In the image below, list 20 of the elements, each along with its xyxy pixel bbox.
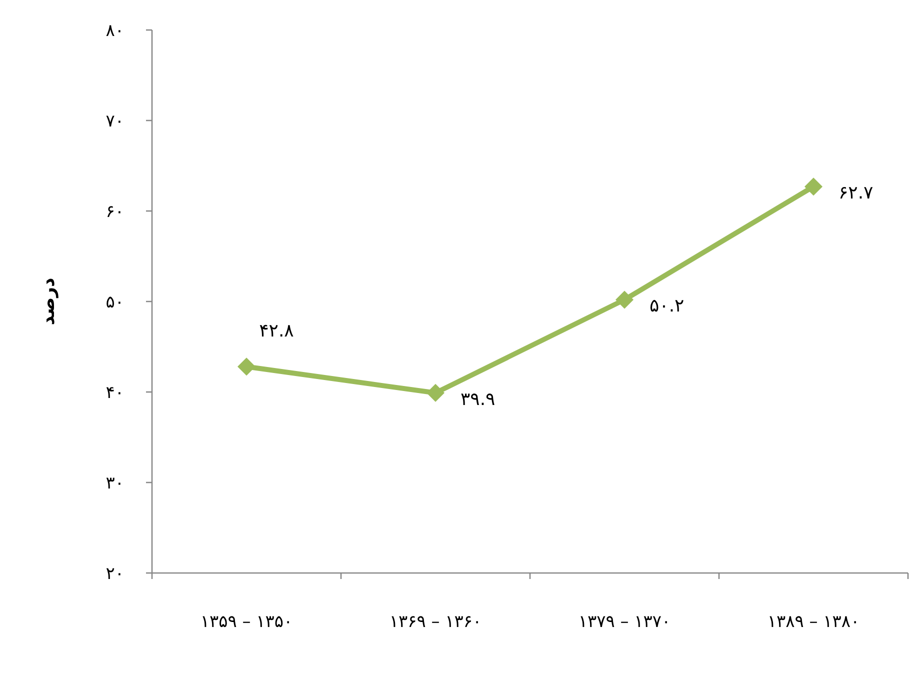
point: [804, 178, 822, 196]
x-tick-label: ۱۳۵۰ – ۱۳۵۹: [200, 612, 293, 632]
y-tick-label: ۵۰: [106, 292, 124, 312]
point: [426, 384, 444, 402]
y-tick-label: ۴۰: [106, 383, 124, 403]
y-axis-title: درصد: [38, 278, 59, 326]
data-label: ۴۲.۸: [259, 320, 294, 342]
y-tick-label: ۲۰: [106, 564, 124, 584]
y-tick-label: ۷۰: [106, 112, 124, 132]
data-label: ۶۲.۷: [838, 182, 874, 204]
point: [238, 358, 256, 376]
point: [616, 290, 634, 309]
x-tick-label: ۱۳۷۰ – ۱۳۷۹: [578, 612, 671, 632]
y-tick-label: ۸۰: [106, 21, 124, 41]
y-tick-label: ۳۰: [106, 474, 124, 494]
x-tick-label: ۱۳۶۰ – ۱۳۶۹: [389, 612, 482, 632]
y-tick-label: ۶۰: [106, 202, 124, 222]
x-tick-label: ۱۳۸۰ – ۱۳۸۹: [767, 612, 860, 632]
data-label: ۳۹.۹: [460, 388, 496, 410]
data-label: ۵۰.۲: [650, 296, 684, 317]
